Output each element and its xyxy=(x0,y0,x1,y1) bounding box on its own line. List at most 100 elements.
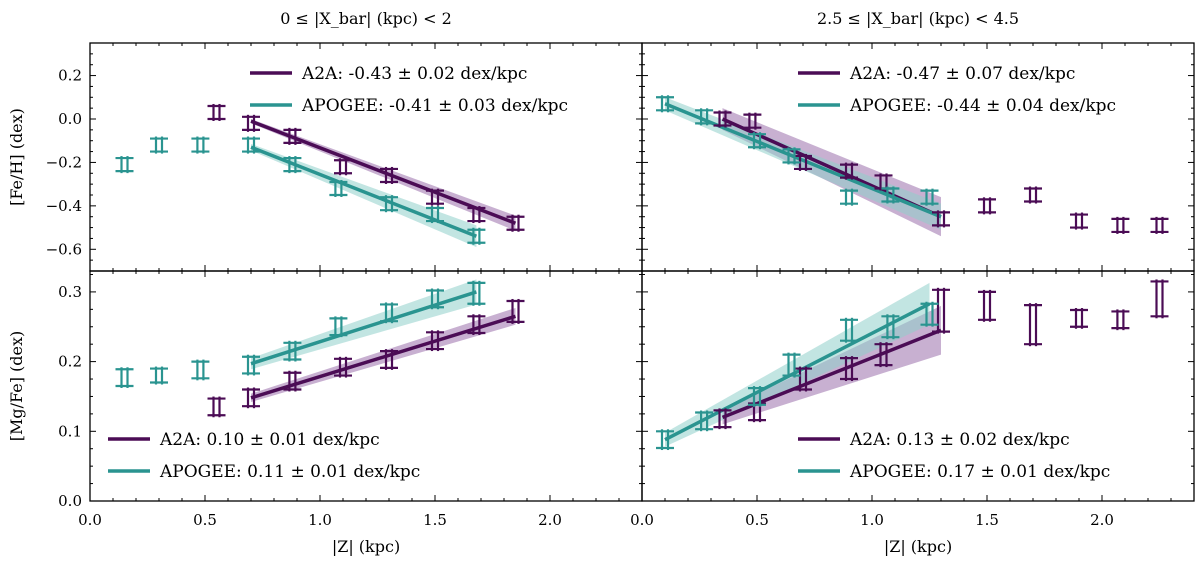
feh-inner-ytick-label: −0.4 xyxy=(46,197,82,215)
mgfe-outer-a2a-point xyxy=(1111,309,1130,331)
mgfe-inner-xtick-label: 1.0 xyxy=(308,511,332,529)
feh-outer-legend-label-a2a: A2A: -0.47 ± 0.07 dex/kpc xyxy=(849,64,1075,84)
mgfe-inner-xtick-label: 0.5 xyxy=(193,511,217,529)
feh-outer-apogee-point xyxy=(840,188,858,206)
mgfe-inner-a2a-point xyxy=(467,314,486,336)
feh-outer-legend-label-apogee: APOGEE: -0.44 ± 0.04 dex/kpc xyxy=(849,96,1116,116)
axes: 0.2 0.0 −0.2 −0.4 −0.6 0.0 0.5 1.0 1.5 2.0 0.3 0.2 0… xyxy=(46,42,1195,529)
feh-outer-apogee-point xyxy=(695,108,714,126)
y-axis-label-top: [Fe/H] (dex) xyxy=(7,108,26,206)
mgfe-outer-a2a-point xyxy=(1024,303,1042,347)
mgfe-outer-apogee-fit-line xyxy=(664,302,931,442)
mgfe-inner-apogee-point xyxy=(283,340,302,362)
feh-inner-a2a-point xyxy=(334,158,352,176)
feh-outer-apogee-point xyxy=(656,95,674,113)
mgfe-inner-a2a-point xyxy=(506,298,525,324)
data-points xyxy=(115,95,1169,451)
mgfe-inner-apogee-point xyxy=(150,366,168,385)
legends: A2A: -0.43 ± 0.02 dex/kpc APOGEE: -0.41 ±… xyxy=(108,64,1116,482)
feh-inner-a2a-point xyxy=(380,166,398,184)
mgfe-inner-legend-label-apogee: APOGEE: 0.11 ± 0.01 dex/kpc xyxy=(159,462,420,482)
column-title-left: 0 ≤ |X_bar| (kpc) < 2 xyxy=(280,9,452,28)
y-axis-label-bottom: [Mg/Fe] (dex) xyxy=(7,331,26,442)
mgfe-outer-apogee-point xyxy=(840,317,858,343)
feh-outer-a2a-point xyxy=(1024,186,1042,204)
feh-inner-ytick-label: −0.2 xyxy=(46,153,82,171)
feh-inner-apogee-point xyxy=(242,136,260,154)
mgfe-inner-a2a-point xyxy=(207,396,226,418)
x-axis-label-right: |Z| (kpc) xyxy=(884,537,952,556)
feh-inner-ytick-label: 0.2 xyxy=(58,67,82,85)
mgfe-outer-a2a-point xyxy=(794,366,812,392)
mgfe-outer-a2a-point xyxy=(874,342,893,368)
feh-inner-apogee-point xyxy=(329,179,348,197)
mgfe-outer-xtick-label: 1.0 xyxy=(860,511,884,529)
feh-outer-apogee-point xyxy=(748,132,766,150)
mgfe-inner-apogee-point xyxy=(380,302,398,324)
mgfe-outer-xtick-label: 1.5 xyxy=(975,511,999,529)
feh-inner-ytick-label: 0.0 xyxy=(58,110,82,128)
mgfe-inner-apogee-point xyxy=(329,316,348,338)
mgfe-outer-legend-label-apogee: APOGEE: 0.17 ± 0.01 dex/kpc xyxy=(849,462,1110,482)
mgfe-inner-apogee-point xyxy=(426,288,444,310)
feh-inner-apogee-point xyxy=(467,227,486,245)
feh-inner-apogee-point xyxy=(380,195,398,213)
mgfe-outer-a2a-point xyxy=(1070,308,1088,329)
mgfe-outer-apogee-point xyxy=(656,429,674,451)
feh-inner-apogee-point xyxy=(283,156,302,174)
mgfe-inner-xtick-label: 2.0 xyxy=(538,511,562,529)
feh-inner-apogee-point xyxy=(191,136,210,154)
mgfe-outer-apogee-point xyxy=(881,314,900,340)
x-axis-label-left: |Z| (kpc) xyxy=(332,537,400,556)
feh-outer-a2a-point xyxy=(1150,216,1169,234)
mgfe-inner-apogee-point xyxy=(242,354,260,376)
mgfe-inner-ytick-label: 0.1 xyxy=(58,422,82,440)
mgfe-outer-a2a-point xyxy=(932,287,950,334)
feh-inner-a2a-point xyxy=(426,188,444,206)
mgfe-outer-a2a-point xyxy=(840,356,858,382)
feh-outer-apogee-point xyxy=(782,147,801,165)
mgfe-inner-a2a-point xyxy=(426,330,444,352)
feh-inner-a2a-point xyxy=(242,114,260,132)
feh-inner-legend-label-apogee: APOGEE: -0.41 ± 0.03 dex/kpc xyxy=(301,96,568,116)
mgfe-outer-xtick-label: 0.0 xyxy=(630,511,654,529)
mgfe-inner-apogee-band xyxy=(251,279,477,370)
feh-outer-a2a-point xyxy=(713,110,732,128)
feh-outer-apogee-point xyxy=(920,188,939,206)
column-title-right: 2.5 ≤ |X_bar| (kpc) < 4.5 xyxy=(817,9,1019,28)
feh-outer-a2a-point xyxy=(840,162,858,180)
mgfe-inner-apogee-point xyxy=(115,367,134,388)
feh-inner-a2a-point xyxy=(283,127,302,145)
mgfe-outer-apogee-point xyxy=(695,410,714,432)
feh-outer-a2a-point xyxy=(932,210,950,228)
mgfe-outer-a2a-point xyxy=(978,289,996,322)
mgfe-outer-apogee-point xyxy=(782,352,801,378)
feh-inner-a2a-point xyxy=(506,214,525,232)
feh-outer-a2a-point xyxy=(1070,212,1088,230)
mgfe-inner-a2a-point xyxy=(334,356,352,378)
mgfe-inner-a2a-point xyxy=(380,349,398,370)
mgfe-outer-a2a-point xyxy=(1150,279,1169,319)
mgfe-inner-a2a-point xyxy=(283,370,302,392)
feh-inner-a2a-point xyxy=(207,103,226,121)
feh-inner-apogee-point xyxy=(115,156,134,174)
mgfe-inner-apogee-point xyxy=(191,359,210,381)
mgfe-inner-ytick-label: 0.0 xyxy=(58,492,82,510)
mgfe-inner-ytick-label: 0.2 xyxy=(58,353,82,371)
feh-inner-a2a-point xyxy=(467,206,486,224)
mgfe-outer-apogee-point xyxy=(920,301,939,327)
mgfe-inner-apogee-point xyxy=(467,280,486,306)
mgfe-inner-xtick-label: 0.0 xyxy=(78,511,102,529)
feh-inner-apogee-point xyxy=(150,136,168,154)
mgfe-inner-apogee-fit-line xyxy=(250,290,477,366)
mgfe-inner-legend-label-a2a: A2A: 0.10 ± 0.01 dex/kpc xyxy=(159,430,380,450)
mgfe-inner-xtick-label: 1.5 xyxy=(423,511,447,529)
feh-outer-a2a-point xyxy=(1111,216,1130,234)
mgfe-outer-legend-label-a2a: A2A: 0.13 ± 0.02 dex/kpc xyxy=(849,430,1070,450)
feh-inner-ytick-label: −0.6 xyxy=(46,240,82,258)
feh-outer-a2a-point xyxy=(743,112,762,130)
mgfe-outer-xtick-label: 0.5 xyxy=(745,511,769,529)
mgfe-inner-ytick-label: 0.3 xyxy=(58,283,82,301)
feh-inner-apogee-point xyxy=(426,206,444,224)
